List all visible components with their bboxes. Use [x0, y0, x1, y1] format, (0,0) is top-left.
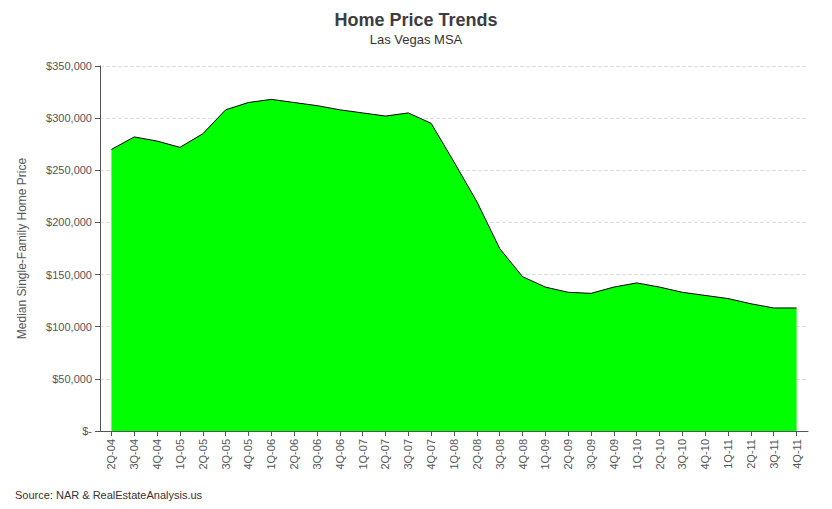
svg-text:Source: NAR & RealEstateAnalys: Source: NAR & RealEstateAnalysis.us: [15, 489, 203, 501]
svg-text:2Q-08: 2Q-08: [471, 439, 483, 470]
svg-text:4Q-07: 4Q-07: [425, 439, 437, 470]
svg-text:1Q-09: 1Q-09: [539, 439, 551, 470]
svg-text:$200,000: $200,000: [46, 216, 92, 228]
svg-text:1Q-10: 1Q-10: [631, 439, 643, 470]
svg-text:2Q-07: 2Q-07: [379, 439, 391, 470]
svg-text:4Q-08: 4Q-08: [517, 439, 529, 470]
svg-text:2Q-11: 2Q-11: [745, 439, 757, 469]
svg-text:$100,000: $100,000: [46, 321, 92, 333]
svg-text:$350,000: $350,000: [46, 60, 92, 72]
svg-text:$300,000: $300,000: [46, 112, 92, 124]
svg-text:3Q-06: 3Q-06: [311, 439, 323, 470]
svg-text:1Q-06: 1Q-06: [265, 439, 277, 470]
svg-text:Median Single-Family Home Pric: Median Single-Family Home Price: [15, 157, 29, 339]
svg-text:4Q-06: 4Q-06: [334, 439, 346, 470]
svg-text:1Q-05: 1Q-05: [174, 439, 186, 470]
svg-text:4Q-09: 4Q-09: [608, 439, 620, 470]
svg-text:Home Price Trends: Home Price Trends: [334, 10, 497, 30]
svg-text:4Q-11: 4Q-11: [791, 439, 803, 469]
svg-text:$250,000: $250,000: [46, 164, 92, 176]
svg-text:2Q-06: 2Q-06: [288, 439, 300, 470]
svg-text:3Q-11: 3Q-11: [768, 439, 780, 469]
svg-text:3Q-07: 3Q-07: [402, 439, 414, 470]
svg-text:1Q-07: 1Q-07: [357, 439, 369, 470]
svg-text:$150,000: $150,000: [46, 269, 92, 281]
svg-text:3Q-04: 3Q-04: [128, 439, 140, 470]
svg-text:$-: $-: [82, 425, 92, 437]
svg-text:4Q-04: 4Q-04: [151, 439, 163, 470]
svg-text:2Q-05: 2Q-05: [197, 439, 209, 470]
svg-text:3Q-05: 3Q-05: [220, 439, 232, 470]
svg-text:1Q-08: 1Q-08: [448, 439, 460, 470]
svg-text:Las Vegas MSA: Las Vegas MSA: [370, 32, 463, 47]
svg-text:3Q-09: 3Q-09: [585, 439, 597, 470]
svg-text:$50,000: $50,000: [52, 373, 92, 385]
svg-text:2Q-09: 2Q-09: [562, 439, 574, 470]
svg-text:3Q-08: 3Q-08: [494, 439, 506, 470]
svg-text:2Q-04: 2Q-04: [105, 439, 117, 470]
svg-text:3Q-10: 3Q-10: [676, 439, 688, 470]
svg-text:4Q-10: 4Q-10: [699, 439, 711, 470]
svg-text:1Q-11: 1Q-11: [722, 439, 734, 469]
svg-text:4Q-05: 4Q-05: [242, 439, 254, 470]
svg-text:2Q-10: 2Q-10: [654, 439, 666, 470]
